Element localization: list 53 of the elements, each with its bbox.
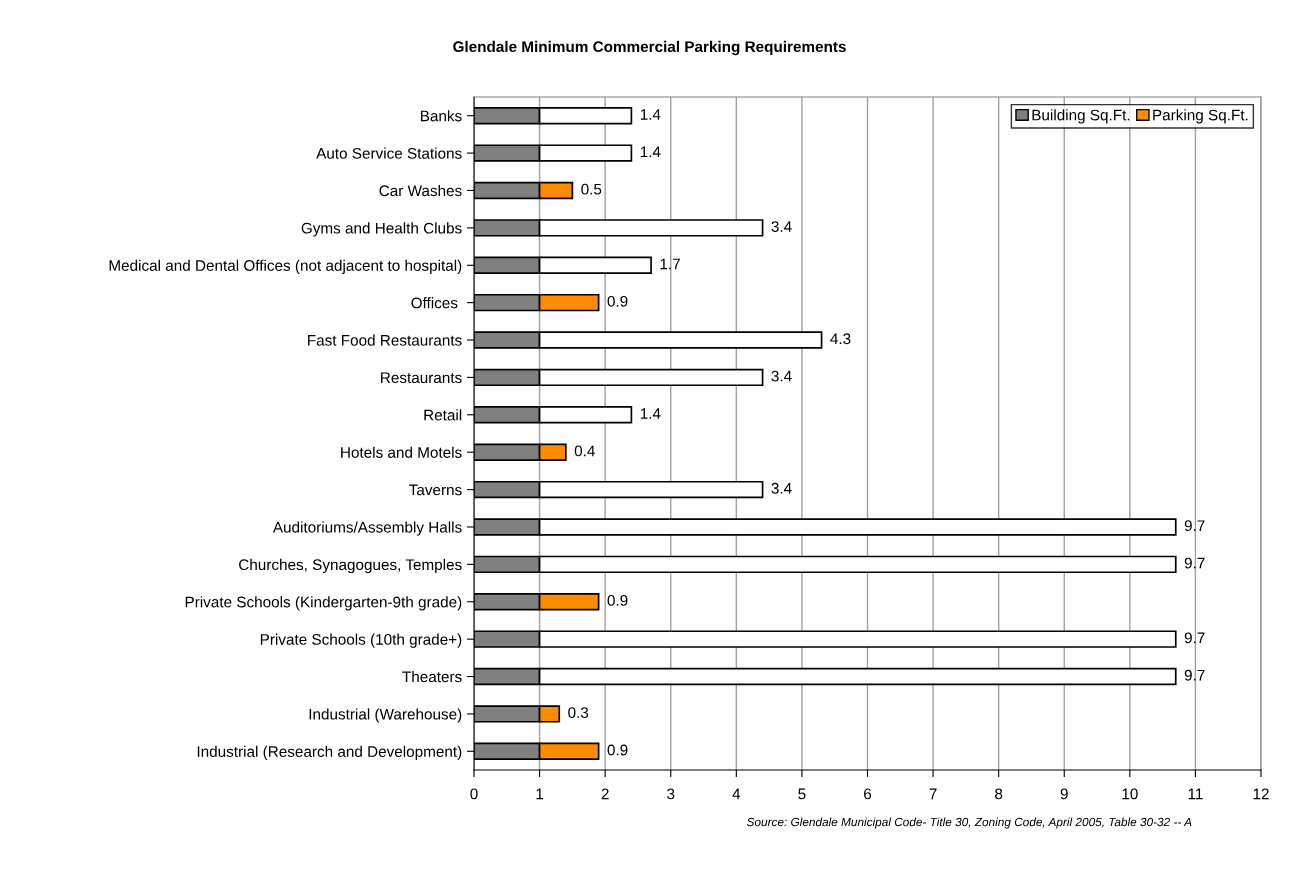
data-label: 0.9: [607, 744, 628, 756]
data-label: 9.7: [1184, 669, 1205, 681]
y-tick-label: Industrial (Warehouse): [309, 708, 462, 723]
legend-label: Building Sq.Ft.: [1032, 109, 1130, 124]
data-label: 0.5: [581, 183, 602, 195]
data-label: 3.4: [771, 482, 792, 494]
data-label: 4.3: [830, 333, 851, 345]
data-label: 0.3: [568, 707, 589, 719]
data-label: 0.9: [607, 595, 628, 606]
data-label: 1.4: [640, 109, 661, 120]
x-tick-label: 10: [1122, 788, 1138, 800]
y-tick-label: Restaurants: [381, 372, 462, 384]
source-note: Source: Glendale Municipal Code- Title 30, Zoning Code, April 2005, Table 30-32 -- A: [746, 817, 1192, 829]
y-tick-label: Offices: [411, 297, 458, 309]
x-tick-label: 7: [929, 788, 937, 800]
legend-label: Parking Sq.Ft.: [1153, 109, 1248, 124]
x-tick-label: 4: [732, 788, 741, 800]
x-tick-label: 1: [536, 788, 544, 800]
data-label: 3.4: [771, 370, 792, 382]
x-tick-label: 0: [470, 788, 478, 800]
y-tick-label: Banks: [420, 110, 462, 122]
x-tick-label: 3: [667, 788, 675, 800]
y-tick-label: Churches, Synagogues, Temples: [239, 558, 462, 574]
data-label: 3.4: [771, 221, 792, 232]
y-tick-label: Retail: [424, 409, 462, 421]
x-tick-label: 8: [995, 788, 1003, 800]
data-label: 0.4: [574, 445, 595, 457]
y-tick-label: Auditoriums/Assembly Halls: [272, 521, 462, 536]
x-tick-label: 12: [1253, 788, 1269, 800]
chart-title: Glendale Minimum Commercial Parking Requirements: [453, 40, 846, 56]
y-tick-label: Auto Service Stations: [316, 147, 462, 159]
y-tick-label: Medical and Dental Offices (not adjacent to hospital): [109, 259, 462, 274]
x-tick-label: 2: [601, 788, 609, 800]
x-tick-label: 9: [1060, 788, 1068, 800]
y-tick-label: Car Washes: [379, 184, 462, 197]
data-label: 0.9: [607, 295, 628, 307]
x-tick-label: 11: [1188, 788, 1203, 800]
y-tick-label: Industrial (Research and Development): [197, 745, 462, 761]
x-tick-label: 6: [864, 788, 872, 800]
y-tick-label: Private Schools (Kindergarten-9th grade): [185, 596, 462, 611]
data-label: 1.4: [640, 146, 661, 158]
y-tick-label: Theaters: [402, 670, 462, 683]
data-label: 1.4: [640, 408, 661, 419]
data-label: 9.7: [1184, 632, 1205, 644]
y-tick-label: Private Schools (10th grade+): [260, 633, 462, 648]
y-tick-label: Fast Food Restaurants: [308, 334, 462, 346]
y-tick-label: Gyms and Health Clubs: [301, 222, 462, 237]
data-label: 9.7: [1184, 520, 1205, 532]
data-label: 1.7: [660, 258, 680, 270]
y-tick-label: Taverns: [409, 484, 462, 496]
y-tick-label: Hotels and Motels: [341, 446, 462, 458]
data-label: 9.7: [1184, 557, 1205, 569]
x-tick-label: 5: [798, 788, 806, 800]
